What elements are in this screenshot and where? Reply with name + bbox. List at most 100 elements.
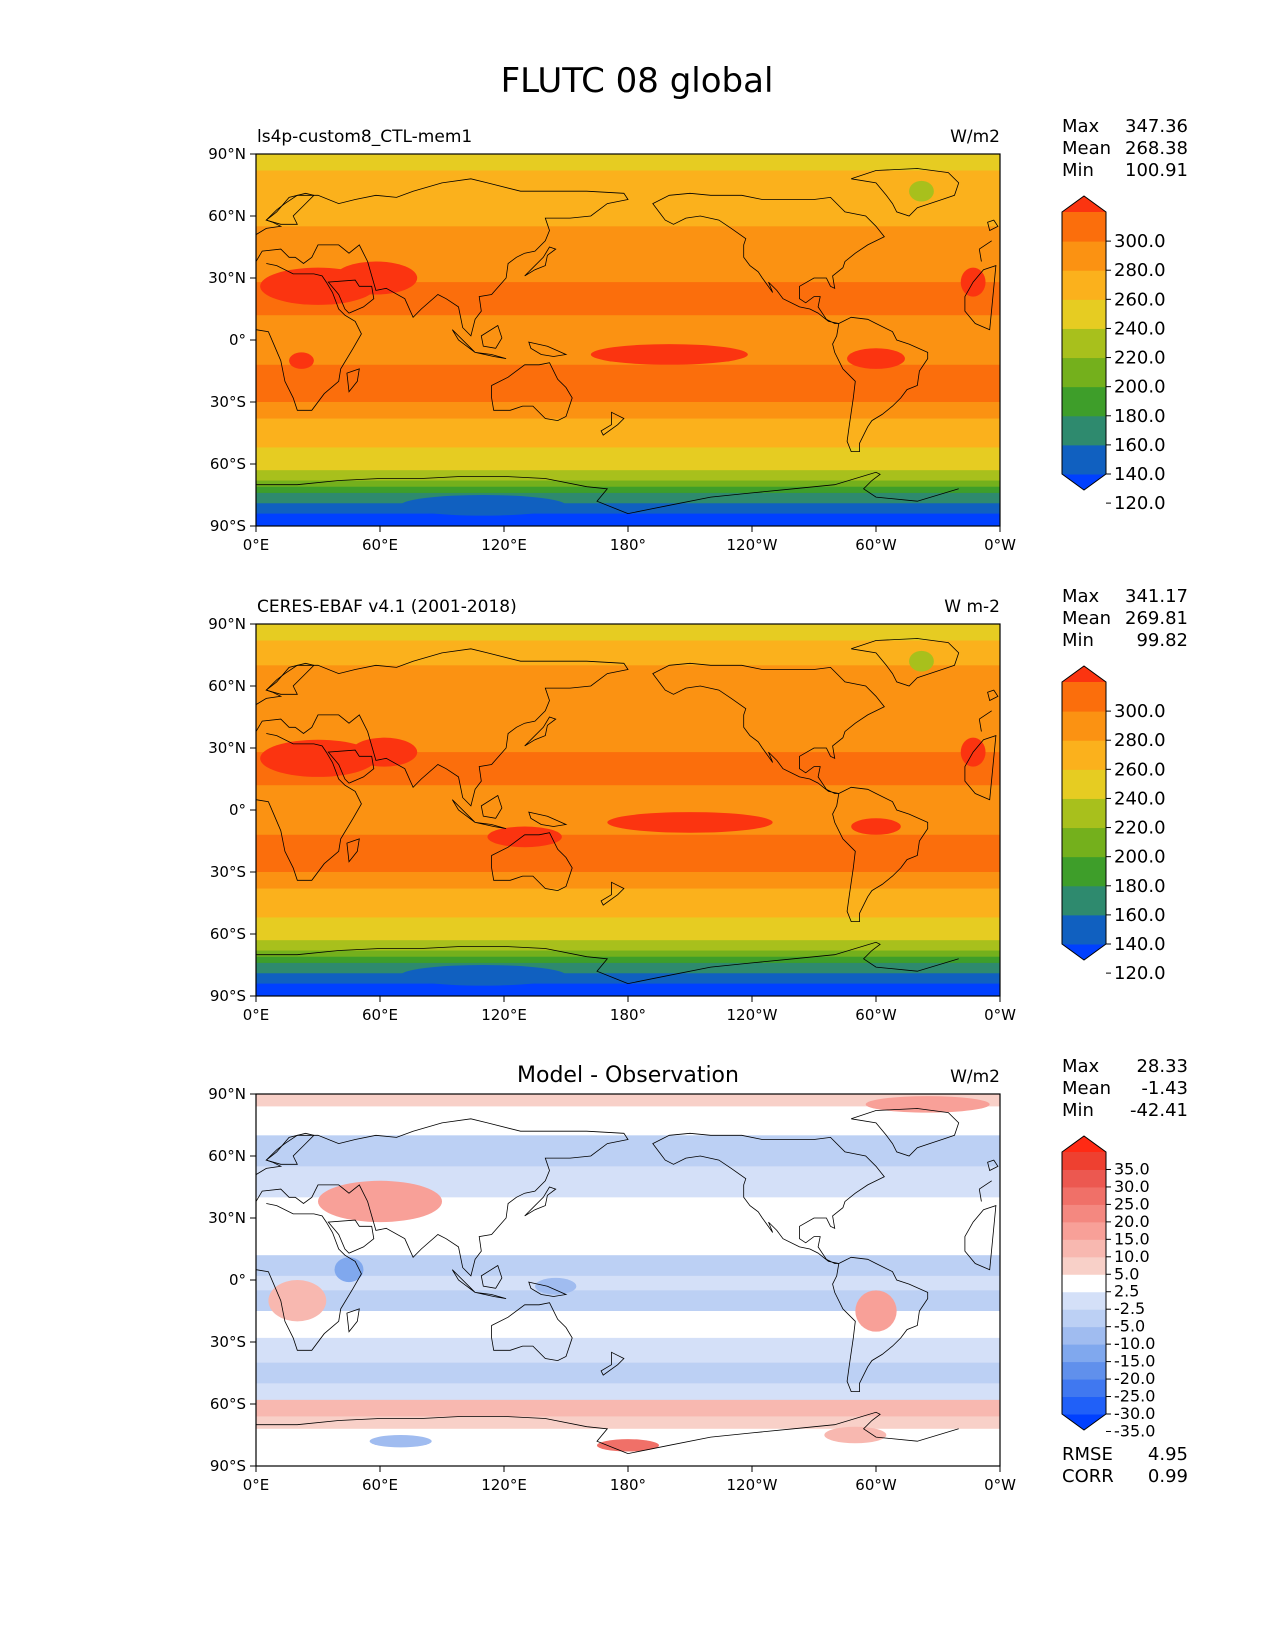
coastline bbox=[346, 838, 360, 863]
colorbar-tick-label: 10.0 bbox=[1114, 1247, 1150, 1266]
zonal-band bbox=[256, 1416, 1000, 1430]
colorbar-tick-label: 240.0 bbox=[1114, 318, 1166, 339]
colorbar-tick-label: -5.0 bbox=[1114, 1317, 1145, 1336]
colorbar: 300.0 280.0 260.0 240.0 220.0 200.0 180.0 160.0… bbox=[1061, 665, 1166, 984]
coastline bbox=[491, 362, 573, 422]
y-tick-label: 90°N bbox=[208, 145, 246, 163]
panel-difference: 90°N 60°N 30°N 0° 30°S 60°S 90°S0°E 60°E 120°E 18… bbox=[208, 1056, 1188, 1494]
coastline bbox=[256, 1203, 997, 1351]
y-tick-label: 0° bbox=[229, 801, 246, 819]
colorbar-bin bbox=[1062, 299, 1106, 329]
zonal-band bbox=[256, 950, 1000, 958]
colorbar-bin bbox=[1062, 769, 1106, 799]
metric-value: 4.95 bbox=[1148, 1444, 1188, 1465]
colorbar-tick-label: 30.0 bbox=[1114, 1177, 1150, 1196]
coastline bbox=[524, 716, 557, 747]
zonal-band bbox=[256, 470, 1000, 482]
field-patch bbox=[289, 352, 314, 369]
zonal-band bbox=[256, 1337, 1000, 1364]
zonal-band bbox=[256, 315, 1000, 337]
stat-label: Mean bbox=[1062, 138, 1111, 159]
y-tick-label: 60°N bbox=[208, 1147, 246, 1165]
y-tick-label: 0° bbox=[229, 1271, 246, 1289]
colorbar-tick-label: 280.0 bbox=[1114, 260, 1166, 281]
zonal-band bbox=[256, 418, 1000, 434]
colorbar-tick-label: -2.5 bbox=[1114, 1299, 1145, 1318]
x-tick-label: 120°W bbox=[727, 536, 778, 554]
coastline bbox=[491, 1302, 573, 1362]
colorbar-bin bbox=[1062, 1221, 1106, 1240]
colorbar-tick-label: -10.0 bbox=[1114, 1334, 1155, 1353]
metric-value: 0.99 bbox=[1148, 1466, 1188, 1487]
colorbar-tick-label: -20.0 bbox=[1114, 1369, 1155, 1388]
field-patch bbox=[851, 818, 901, 835]
coastline bbox=[524, 246, 557, 277]
coastline bbox=[327, 279, 375, 314]
coastline bbox=[256, 941, 959, 984]
colorbar: 300.0 280.0 260.0 240.0 220.0 200.0 180.0 160.0… bbox=[1061, 195, 1166, 514]
stat-label: Max bbox=[1062, 116, 1100, 137]
colorbar-tick-label: 180.0 bbox=[1114, 876, 1166, 897]
x-tick-label: 0°E bbox=[243, 1476, 270, 1494]
panel-title: ls4p-custom8_CTL-mem1 bbox=[257, 127, 472, 147]
colorbar-extend-low bbox=[1062, 474, 1106, 490]
stat-label: Max bbox=[1062, 1056, 1100, 1077]
zonal-band bbox=[256, 1383, 1000, 1401]
x-tick-label: 180° bbox=[610, 536, 646, 554]
coastline bbox=[327, 1219, 375, 1254]
x-tick-label: 120°E bbox=[481, 1476, 527, 1494]
stat-label: Min bbox=[1062, 630, 1094, 651]
field-patch bbox=[855, 1290, 897, 1332]
colorbar-bin bbox=[1062, 1169, 1106, 1188]
stat-value: -1.43 bbox=[1141, 1078, 1188, 1099]
x-tick-label: 60°W bbox=[855, 1476, 897, 1494]
figure-title: FLUTC 08 global bbox=[501, 61, 774, 101]
field-patch bbox=[334, 261, 418, 295]
zonal-band bbox=[256, 983, 1000, 996]
colorbar-tick-label: 200.0 bbox=[1114, 847, 1166, 868]
zonal-band bbox=[256, 665, 1000, 697]
colorbar-tick-label: 300.0 bbox=[1114, 231, 1166, 252]
coastline bbox=[265, 192, 315, 225]
y-tick-label: 90°N bbox=[208, 615, 246, 633]
colorbar-tick-label: 140.0 bbox=[1114, 934, 1166, 955]
zonal-band bbox=[256, 929, 1000, 941]
x-tick-label: 120°W bbox=[727, 1006, 778, 1024]
colorbar-bin bbox=[1062, 328, 1106, 359]
colorbar-bin bbox=[1062, 212, 1106, 242]
zonal-band bbox=[256, 785, 1000, 807]
zonal-band bbox=[256, 1094, 1000, 1107]
stat-label: Mean bbox=[1062, 608, 1111, 629]
zonal-band bbox=[256, 1106, 1000, 1136]
coastline bbox=[256, 733, 997, 881]
field-patch bbox=[909, 180, 934, 202]
zonal-band bbox=[256, 973, 1000, 985]
colorbar-bin bbox=[1062, 740, 1106, 770]
colorbar-extend-low bbox=[1062, 944, 1106, 960]
coastline bbox=[256, 471, 959, 514]
colorbar-bin bbox=[1062, 1239, 1106, 1258]
x-tick-label: 180° bbox=[610, 1476, 646, 1494]
colorbar-tick-label: 300.0 bbox=[1114, 701, 1166, 722]
zonal-band bbox=[256, 1275, 1000, 1291]
stat-label: Mean bbox=[1062, 1078, 1111, 1099]
coastlines bbox=[256, 1108, 999, 1454]
colorbar-tick-label: 120.0 bbox=[1114, 493, 1166, 514]
colorbar-tick-label: 5.0 bbox=[1114, 1264, 1139, 1283]
colorbar-bin bbox=[1062, 1396, 1106, 1415]
coastline bbox=[475, 1292, 507, 1299]
field-patch bbox=[909, 650, 934, 672]
colorbar-tick-label: 180.0 bbox=[1114, 406, 1166, 427]
colorbar-extend-high bbox=[1062, 1136, 1106, 1152]
field-patch bbox=[824, 1426, 887, 1444]
colorbar-tick-label: 200.0 bbox=[1114, 377, 1166, 398]
colorbar-bin bbox=[1062, 357, 1106, 388]
x-tick-label: 120°E bbox=[481, 1006, 527, 1024]
zonal-band bbox=[256, 1399, 1000, 1417]
zonal-band bbox=[256, 447, 1000, 461]
stat-label: Min bbox=[1062, 160, 1094, 181]
zonal-band bbox=[256, 402, 1000, 420]
metric-label: CORR bbox=[1062, 1466, 1114, 1487]
y-tick-label: 30°S bbox=[210, 393, 246, 411]
colorbar-bin bbox=[1062, 1309, 1106, 1328]
